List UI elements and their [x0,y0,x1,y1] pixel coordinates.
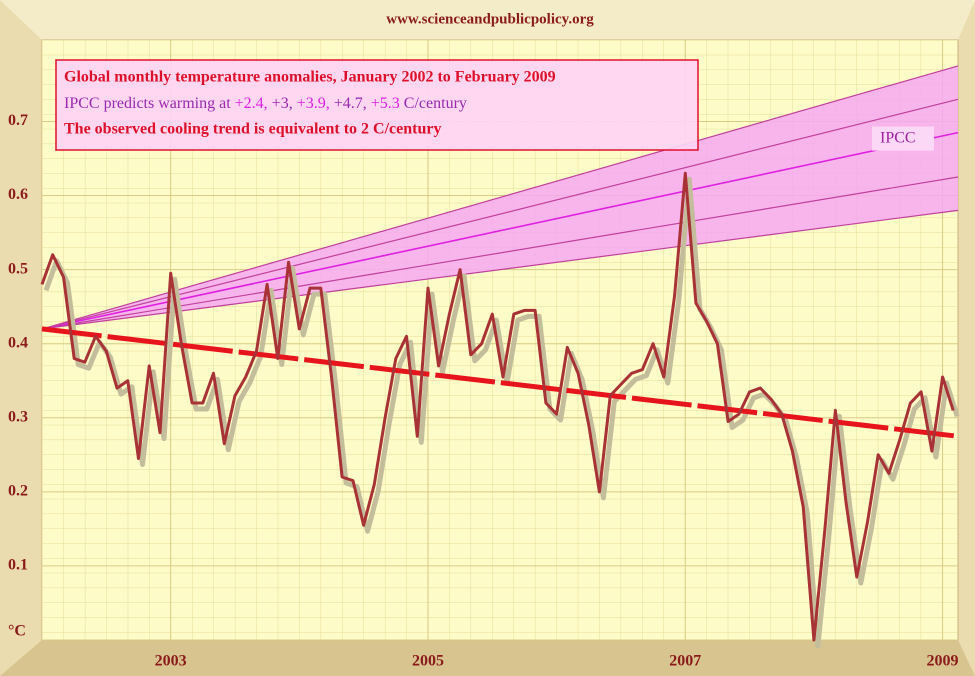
subtitle-part: +3, [268,95,293,112]
x-tick-label: 2007 [669,653,701,670]
y-tick-label: 0.4 [8,334,28,351]
chart-title: Global monthly temperature anomalies, Ja… [64,69,556,86]
y-tick-label: 0.5 [8,260,28,277]
y-tick-label: 0.1 [8,557,28,574]
subtitle-part: +4.7, [330,95,367,112]
title-box: Global monthly temperature anomalies, Ja… [55,59,699,151]
projection-line [41,176,959,330]
chart-subtitle: IPCC predicts warming at +2.4, +3, +3.9,… [64,95,467,112]
source: www.scienceandpublicpolicy.org [386,11,594,27]
plot [40,40,960,649]
frame-bevel-top [0,0,975,40]
x-tick-label: 2009 [927,653,959,670]
projection-line [41,131,959,330]
subtitle-part: +3.9, [293,95,330,112]
y-tick-label: 0.3 [8,408,28,425]
frame-bevel-bottom [0,640,975,676]
projection-label-bg [872,126,934,151]
y-tick-label: °C [8,623,26,640]
note: The observed cooling trend is equivalent… [64,121,441,138]
title-box-frame [55,59,699,151]
projection-label: IPCC [880,129,916,146]
projection-line [41,98,959,330]
y-tick-label: 0.7 [8,112,28,129]
subtitle-part: C/century [400,95,467,112]
x-tick-label: 2003 [155,653,187,670]
data-line [40,171,955,642]
y-tick-label: 0.2 [8,483,28,500]
projection-line [41,209,959,330]
trend-line [41,326,959,439]
y-tick-label: 0.6 [8,186,28,203]
x-tick-label: 2005 [412,653,444,670]
subtitle-part: IPCC predicts warming at [64,95,235,112]
subtitle-part: +2.4, [235,95,268,112]
subtitle-part: +5.3 [367,95,400,112]
line-shadow [43,176,960,649]
projection-line [41,65,959,330]
